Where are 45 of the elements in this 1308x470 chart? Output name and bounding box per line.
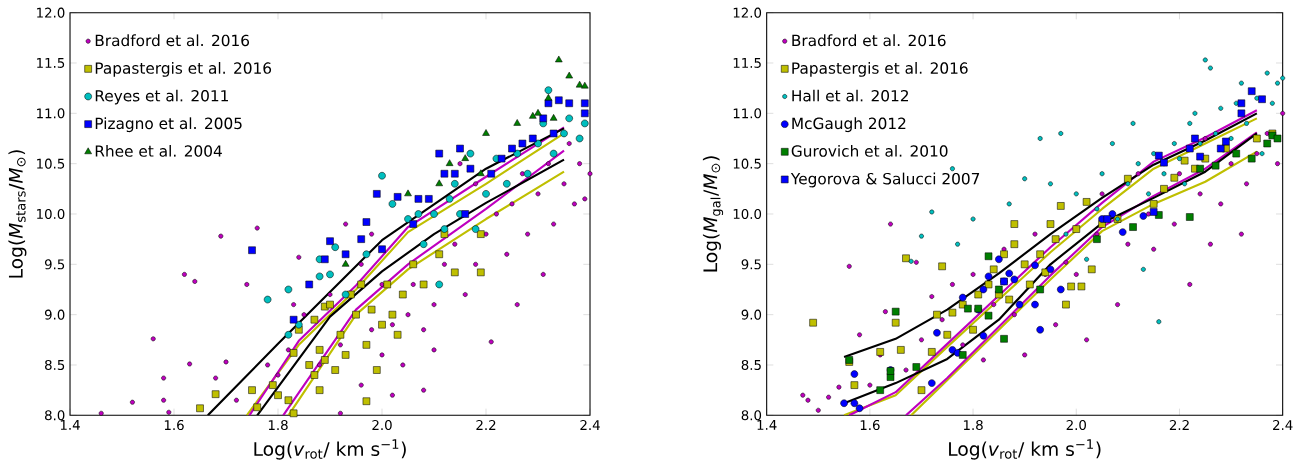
legend-label: Papastergis et al. 2016 — [792, 62, 968, 77]
x-tick-label: 2.4 — [580, 420, 600, 430]
y-tick-label: 11.0 — [37, 108, 65, 119]
x-tick-label: 2.0 — [372, 420, 392, 431]
y-tick-label: 8.5 — [741, 359, 761, 371]
legend-label: Pizagno et al. 2005 — [95, 117, 242, 133]
y-tick-label: 8.0 — [741, 410, 762, 421]
y-tick-label: 11.5 — [733, 58, 761, 68]
y-tick-label: 11.0 — [733, 108, 762, 119]
x-tick-label: 1.6 — [164, 420, 184, 431]
y-axis-title: Log(M$_{stars}$/M$_{⊙}$) — [8, 150, 27, 278]
y-tick-label: 12.0 — [733, 7, 762, 18]
y-tick-label: 8.0 — [45, 410, 65, 421]
y-tick-label: 8.5 — [45, 359, 65, 371]
y-tick-label: 11.5 — [37, 58, 65, 68]
y-tick-label: 9.5 — [741, 259, 761, 270]
legend-label: Rhee et al. 2004 — [95, 144, 222, 157]
y-tick-label: 9.0 — [44, 309, 65, 320]
x-tick-label: 1.6 — [860, 420, 880, 431]
y-tick-label: 12.0 — [37, 7, 65, 18]
y-tick-label: 10.0 — [733, 208, 762, 220]
x-tick-label: 1.4 — [60, 420, 80, 430]
x-tick-label: 2.2 — [1169, 420, 1189, 430]
x-tick-label: 2.0 — [1066, 420, 1086, 431]
x-tick-label: 1.8 — [268, 420, 288, 431]
legend-label: Yegorova & Salucci 2007 — [790, 172, 980, 188]
x-tick-label: 2.4 — [1273, 420, 1293, 430]
x-axis-title: Log(v$_{rot}$/ km s$^{−1}$) — [949, 439, 1101, 460]
y-tick-label: 10.5 — [37, 158, 65, 169]
legend-label: Gurovich et al. 2010 — [791, 144, 948, 157]
x-axis-title: Log(v$_{rot}$/ km s$^{−1}$) — [254, 439, 406, 460]
legend-label: Hall et al. 2012 — [792, 89, 909, 102]
y-tick-label: 9.5 — [44, 259, 65, 270]
legend-label: Bradford et al. 2016 — [792, 34, 946, 47]
legend-label: Reyes et al. 2011 — [95, 89, 228, 105]
legend-label: Papastergis et al. 2016 — [95, 62, 272, 77]
legend-label: McGaugh 2012 — [792, 117, 906, 133]
x-tick-label: 1.8 — [963, 420, 983, 431]
y-axis-title: Log(M$_{gal}$/M$_{⊙}$) — [702, 156, 724, 272]
legend-label: Bradford et al. 2016 — [95, 34, 250, 47]
y-tick-label: 10.0 — [37, 208, 65, 220]
x-tick-label: 2.2 — [476, 420, 496, 430]
x-tick-label: 1.4 — [757, 420, 777, 430]
y-tick-label: 9.0 — [741, 309, 762, 320]
y-tick-label: 10.5 — [733, 158, 761, 169]
